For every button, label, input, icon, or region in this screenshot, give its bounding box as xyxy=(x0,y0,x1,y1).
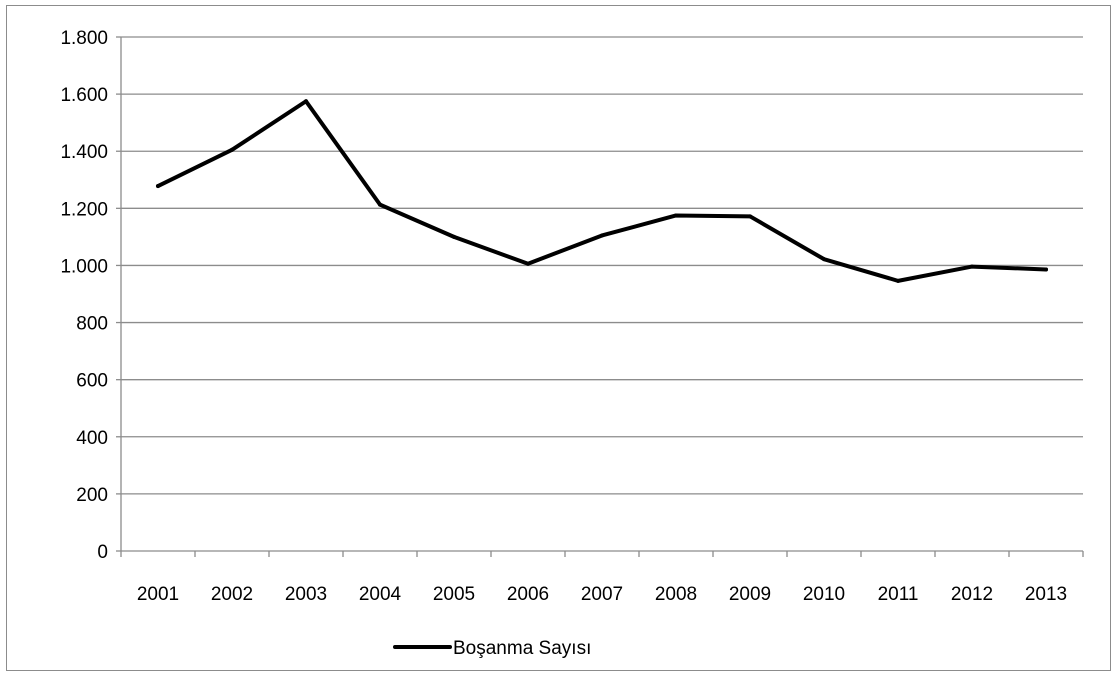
x-tick-label: 2008 xyxy=(655,584,697,605)
x-tick-label: 2004 xyxy=(359,584,402,605)
series-line xyxy=(156,99,1048,283)
data-point xyxy=(674,213,678,218)
x-tick-label: 2003 xyxy=(285,584,327,605)
x-tick-labels: 2001 2002 2003 2004 2005 2006 2007 2008 2009 2010… xyxy=(137,584,1067,605)
y-tick-label: 800 xyxy=(76,314,108,335)
data-point xyxy=(1044,267,1048,272)
data-point xyxy=(822,257,826,262)
x-tick-label: 2013 xyxy=(1025,584,1067,605)
data-point xyxy=(304,99,308,104)
x-tick-label: 2005 xyxy=(433,584,475,605)
y-tick-label: 1.800 xyxy=(60,28,108,49)
x-tick-label: 2010 xyxy=(803,584,845,605)
data-point xyxy=(896,278,900,283)
x-tick-label: 2007 xyxy=(581,584,623,605)
axes xyxy=(116,36,1084,557)
y-tick-label: 1.600 xyxy=(60,85,108,106)
x-tick-label: 2006 xyxy=(507,584,549,605)
y-tick-label: 1.200 xyxy=(60,199,108,220)
series-lines xyxy=(156,99,1048,283)
y-tick-label: 1.400 xyxy=(60,142,108,163)
x-tick-label: 2002 xyxy=(211,584,253,605)
y-tick-label: 600 xyxy=(76,371,108,392)
data-point xyxy=(748,214,752,219)
chart-frame xyxy=(6,5,1111,671)
y-tick-label: 200 xyxy=(76,485,108,506)
gridlines xyxy=(121,36,1083,495)
y-tick-labels: 0 200 400 600 800 1.000 1.200 1.400 1.600 1.800 xyxy=(60,28,108,563)
data-point xyxy=(970,264,974,269)
x-tick-label: 2011 xyxy=(878,584,919,605)
legend: Boşanma Sayısı xyxy=(393,638,591,659)
data-point xyxy=(378,202,382,207)
x-tick-label: 2001 xyxy=(137,584,179,605)
data-point xyxy=(156,184,160,189)
y-tick-label: 1.000 xyxy=(60,256,108,277)
data-point xyxy=(526,261,530,266)
data-point xyxy=(452,234,456,239)
data-point xyxy=(600,233,604,238)
legend-label: Boşanma Sayısı xyxy=(453,638,591,659)
x-tick-label: 2012 xyxy=(951,584,993,605)
y-tick-label: 400 xyxy=(76,428,108,449)
x-tick-label: 2009 xyxy=(729,584,771,605)
y-tick-label: 0 xyxy=(97,542,108,563)
data-point xyxy=(230,147,234,152)
